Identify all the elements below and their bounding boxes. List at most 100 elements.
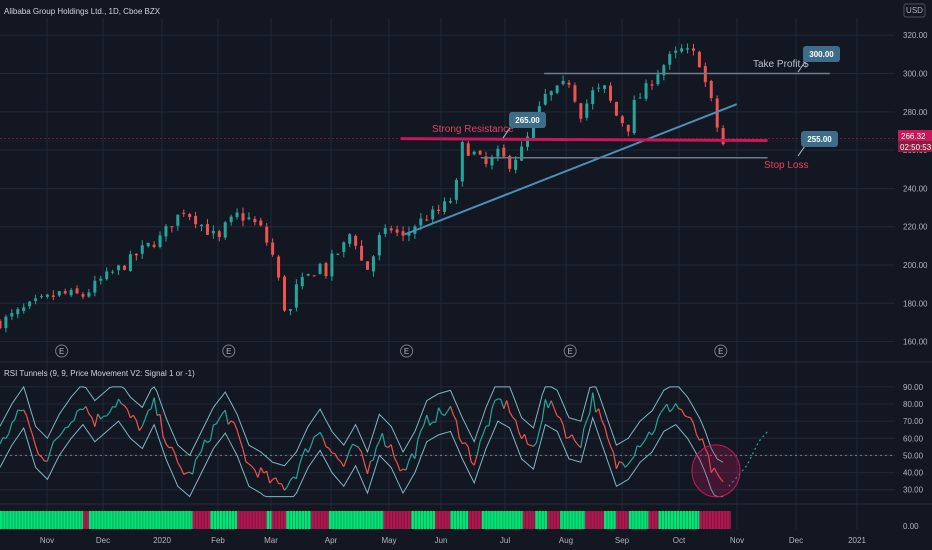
rsi-fast-segment [82, 406, 87, 411]
candle-body [365, 261, 369, 270]
signal-bar-segment [88, 511, 193, 529]
rsi-fast-segment [328, 447, 333, 454]
rsi-fast-segment [109, 406, 114, 413]
candle-body [460, 141, 464, 182]
candle-body [520, 146, 524, 161]
candle-body [680, 48, 684, 52]
rsi-fast-segment [5, 433, 10, 439]
rsi-fast-segment [363, 463, 369, 475]
candle-body [686, 48, 690, 50]
rsi-fast-segment [352, 443, 356, 447]
price-tick-label: 280.00 [903, 108, 928, 117]
currency-button-frame[interactable] [903, 3, 926, 18]
rsi-axis[interactable]: 30.00 40.00 50.00 60.00 70.00 80.00 90.00 0.00 [903, 383, 924, 531]
rsi-fast-segment [337, 458, 342, 463]
candle-body [448, 201, 452, 203]
candle-body [514, 159, 518, 170]
currency-button[interactable]: USD [906, 6, 923, 15]
rsi-fast-segment [619, 461, 623, 464]
candle-body [57, 291, 61, 296]
rsi-fast-segment [123, 405, 128, 410]
candle-body [567, 82, 571, 85]
rsi-fast-segment [275, 477, 280, 484]
candle-body [134, 253, 138, 256]
rsi-fast-segment [251, 466, 256, 471]
rsi-fast-segment [8, 422, 13, 434]
candle-body [709, 81, 713, 99]
rsi-fast-segment [295, 465, 300, 479]
time-axis[interactable]: Nov Dec 2020 Feb Mar Apr May Jun Jul Aug Sep Oct Nov… [40, 536, 867, 545]
rsi-fast-segment [627, 459, 632, 465]
candle-body [16, 309, 20, 315]
candle-body [342, 242, 346, 252]
rsi-fast-segment [52, 438, 57, 443]
rsi-fast-segment [527, 443, 531, 446]
rsi-fast-segment [168, 446, 173, 449]
rsi-fast-segment [488, 408, 493, 426]
candle-body [585, 103, 589, 118]
rsi-fast-segment [603, 425, 609, 438]
rsi-fast-segment [429, 421, 434, 426]
level-lines [0, 72, 895, 236]
chart-title: Alibaba Group Holdings Ltd., 1D, Cboe BZ… [4, 7, 161, 16]
rsi-fast-segment [476, 441, 481, 456]
candle-body [294, 284, 298, 308]
candle-body [140, 245, 144, 254]
candle-body [205, 224, 209, 235]
rsi-fast-segment [423, 414, 428, 426]
candle-body [650, 84, 654, 86]
rsi-fast-segment [159, 414, 164, 437]
signal-bar-segment [648, 511, 659, 529]
candle-body [229, 216, 233, 223]
earnings-marker [55, 344, 69, 358]
signal-bars [0, 511, 731, 529]
candle-body [63, 291, 67, 294]
rsi-fast-segment [666, 403, 671, 413]
rsi-fast-segment [177, 462, 182, 468]
rsi-fast-segment [405, 460, 410, 471]
rsi-fast-segment [269, 479, 274, 484]
candle-body [75, 288, 79, 294]
rsi-fast-segment [530, 444, 534, 447]
signal-bar-segment [615, 511, 629, 529]
rsi-fast-segment [349, 443, 354, 451]
rsi-fast-segment [11, 419, 16, 424]
time-tick-label: Jun [435, 536, 448, 545]
rsi-fast-segment [464, 442, 469, 448]
candle-body [632, 99, 636, 134]
candle-body [348, 234, 352, 244]
rsi-fast-segment [523, 434, 529, 445]
rsi-fast-segment [325, 446, 330, 449]
signal-bar-segment [658, 511, 700, 529]
price-tick-label: 320.00 [903, 31, 928, 40]
rsi-fast-segment [58, 432, 63, 437]
candle-body [288, 309, 292, 311]
earnings-marker [714, 344, 728, 358]
rsi-fast-segment [663, 403, 668, 409]
price-tick-label: 300.00 [903, 70, 928, 79]
candle-body [668, 53, 672, 65]
rsi-fast-segment [254, 469, 259, 478]
badge-300-text: 300.00 [809, 50, 834, 59]
candle-body [0, 320, 2, 329]
rsi-fast-segment [97, 413, 102, 420]
rsi-fast-segment [521, 433, 526, 440]
rsi-fast-segment [672, 403, 677, 410]
rsi-fast-segment [467, 446, 472, 463]
rsi-fast-segment [385, 445, 389, 448]
time-tick-label: Jul [500, 536, 510, 545]
strong-resistance-label: Strong Resistance [432, 124, 514, 135]
candle-body [579, 103, 583, 119]
rsi-fast-segment [207, 439, 211, 444]
rsi-fast-segment [544, 399, 549, 409]
rsi-fast-segment [316, 431, 321, 436]
rsi-fast-segment [462, 442, 466, 445]
candle-body [573, 85, 577, 102]
candle-body [496, 148, 500, 157]
candle-body [99, 278, 103, 281]
candle-body [312, 275, 316, 277]
candle-body [4, 316, 8, 329]
candle-body [22, 307, 26, 311]
